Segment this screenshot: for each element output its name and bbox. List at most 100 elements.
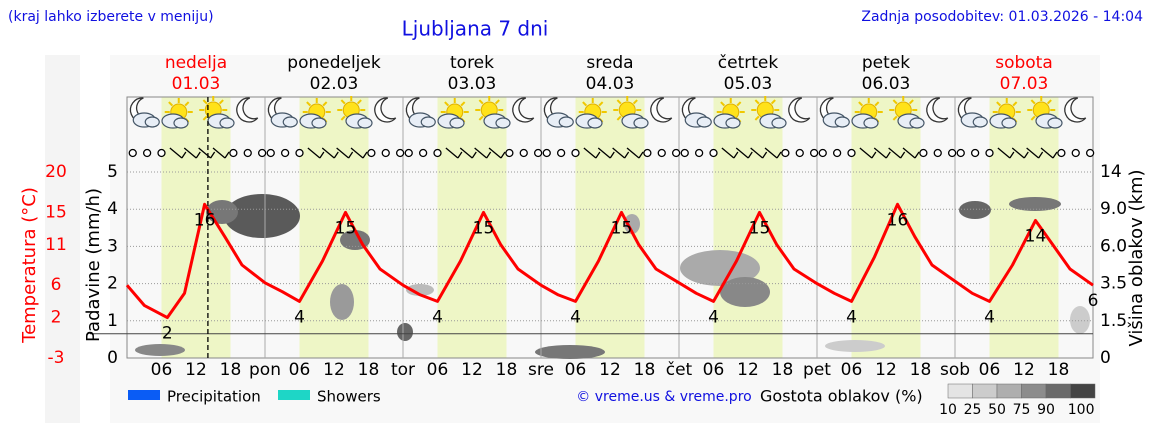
- cloud-icon: [311, 117, 327, 129]
- x-tick-label: 18: [634, 360, 656, 380]
- y2-tick-label: 6.0: [1100, 236, 1127, 256]
- density-tick-label: 10: [939, 402, 957, 418]
- day-date: 04.03: [586, 74, 635, 94]
- sun-ray: [356, 99, 362, 105]
- x-tick-label: 18: [220, 360, 242, 380]
- x-tick-label: sob: [940, 360, 970, 380]
- moon-icon: [374, 97, 397, 123]
- cloud-icon: [144, 116, 160, 128]
- x-tick-label: 06: [979, 360, 1001, 380]
- sun-ray: [478, 115, 484, 121]
- wind-barb: [212, 147, 230, 159]
- daytime-band: [437, 97, 507, 358]
- wind-calm: [418, 148, 428, 158]
- temperature-label: 2: [162, 324, 173, 344]
- day-date: 01.03: [172, 74, 221, 94]
- x-tick-label: pon: [249, 360, 281, 380]
- y-tick-label: 1: [107, 311, 118, 331]
- cloud-blob: [406, 284, 434, 296]
- moon-icon: [788, 97, 811, 123]
- cloud-blob: [959, 201, 991, 219]
- sun-ray: [736, 101, 742, 107]
- wind-barb: [721, 147, 739, 159]
- sun-ray: [340, 115, 346, 121]
- sun-ray: [858, 101, 864, 107]
- cloud-blob: [397, 323, 413, 341]
- cloud-icon: [972, 116, 988, 128]
- y2-tick-label: 3.5: [1100, 274, 1127, 294]
- sun-ray: [720, 101, 726, 107]
- sun-ray: [770, 99, 776, 105]
- cloud-blob: [535, 345, 605, 359]
- plot-frame: [126, 96, 1094, 359]
- wind-barb: [873, 147, 891, 159]
- day-name: nedelja: [165, 53, 227, 73]
- wind-calm: [229, 148, 238, 158]
- y-axis-label: Padavine (mm/h): [83, 188, 104, 342]
- y-tick-label: 3: [107, 236, 118, 256]
- cloud-icon: [863, 117, 879, 129]
- x-tick-label: 06: [565, 360, 587, 380]
- x-tick-label: 06: [289, 360, 311, 380]
- wind-barb: [459, 147, 477, 159]
- temperature-label: 4: [708, 307, 719, 327]
- day-name: petek: [862, 53, 910, 73]
- cloud-blob: [624, 214, 640, 234]
- temperature-label: 4: [294, 307, 305, 327]
- temperature-label: 4: [432, 307, 443, 327]
- wind-calm: [795, 148, 804, 158]
- cloud-blob: [720, 277, 770, 307]
- density-swatch: [1021, 383, 1047, 399]
- day-name: sreda: [586, 53, 633, 73]
- temperature-tick-label: 11: [45, 235, 67, 255]
- temperature-label: 16: [887, 210, 909, 230]
- grid: [90, 97, 1093, 358]
- cloud-icon: [357, 117, 373, 129]
- sun-ray: [996, 101, 1002, 107]
- temperature-line: [125, 202, 1094, 320]
- day-date: 02.03: [310, 74, 359, 94]
- moon-icon: [926, 97, 949, 123]
- wind-calm: [266, 148, 275, 158]
- day-name: sobota: [995, 53, 1053, 73]
- wind-barb: [750, 147, 768, 159]
- density-label: Gostota oblakov (%): [760, 387, 923, 406]
- wind-calm: [956, 148, 965, 158]
- sun-ray: [478, 99, 484, 105]
- wind-calm: [142, 148, 152, 158]
- wind-barb: [1040, 147, 1058, 159]
- sun-ray: [874, 101, 880, 107]
- sun-ray: [616, 99, 622, 105]
- density-swatch: [972, 383, 998, 399]
- wind-barb: [350, 147, 368, 159]
- cloud-icon: [834, 116, 850, 128]
- sun-ray: [444, 101, 450, 107]
- cloud-icon: [420, 116, 436, 128]
- daytime-band: [713, 97, 783, 358]
- x-tick-label: pet: [803, 360, 831, 380]
- density-swatch: [1070, 383, 1096, 399]
- sun-ray: [632, 99, 638, 105]
- legend-swatch: [128, 390, 160, 400]
- wind-barb: [445, 147, 463, 159]
- wind-calm: [809, 148, 819, 158]
- cloud-icon: [219, 117, 235, 129]
- moon-icon: [650, 97, 673, 123]
- wind-barb: [488, 147, 506, 159]
- cloud-icon: [1047, 117, 1063, 129]
- cloud-icon: [696, 116, 712, 128]
- wind-calm: [832, 148, 842, 158]
- cloud-icon: [558, 116, 574, 128]
- wind-barb: [474, 147, 492, 159]
- sun-ray: [202, 115, 208, 121]
- x-tick-label: 18: [496, 360, 518, 380]
- wind-calm: [295, 148, 304, 158]
- y-tick-label: 0: [107, 348, 118, 368]
- sun-ray: [908, 99, 914, 105]
- wind-calm: [657, 148, 666, 158]
- sun-ray: [460, 101, 466, 107]
- temperature-label: 15: [611, 218, 633, 238]
- wind-calm: [709, 148, 718, 158]
- cloud-icon: [633, 117, 649, 129]
- wind-calm: [257, 148, 267, 158]
